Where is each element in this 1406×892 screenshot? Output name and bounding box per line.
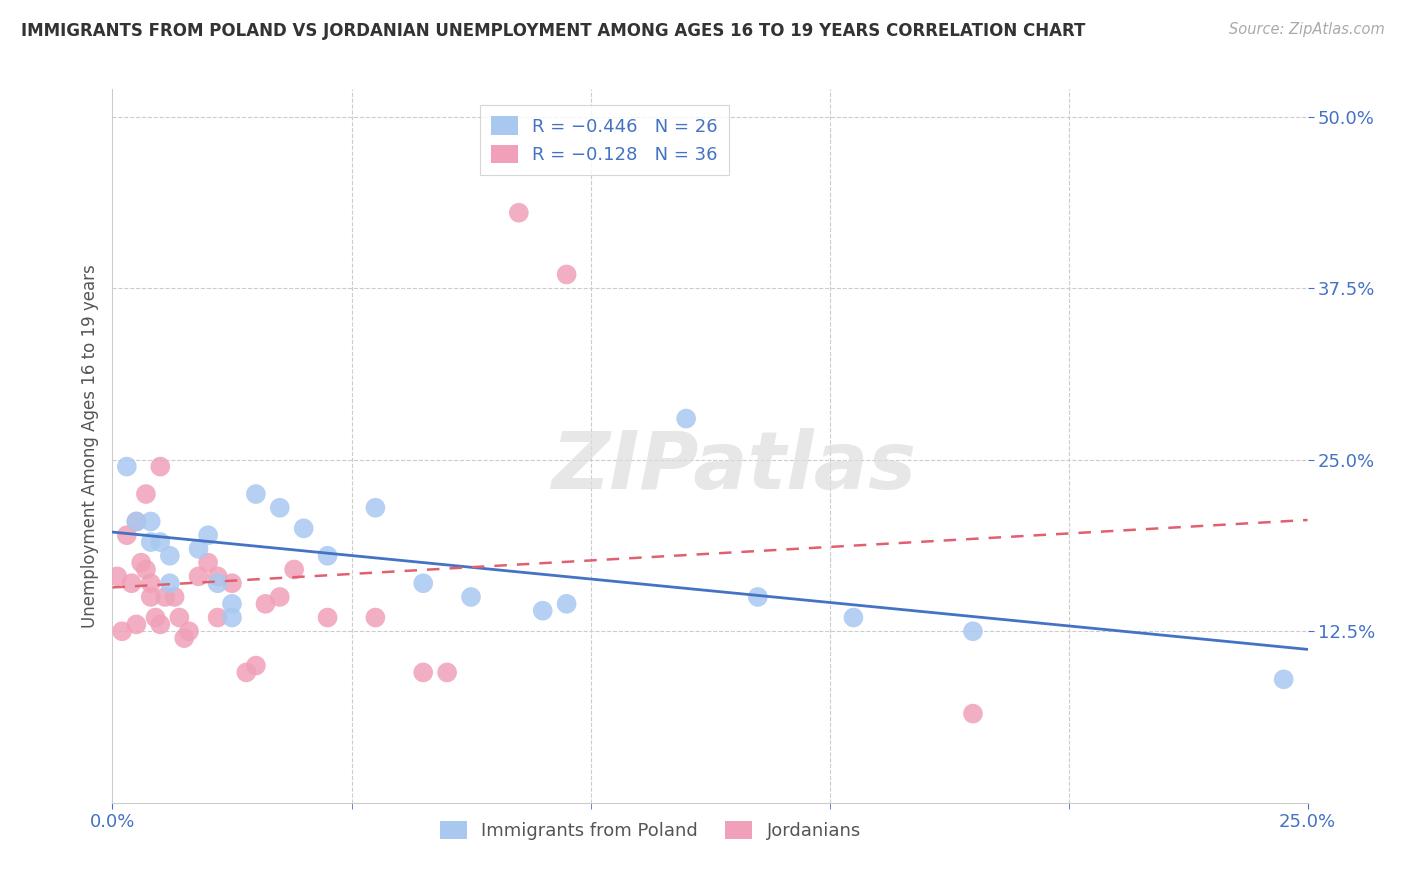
Point (962, 624, 984, 639)
Point (207, 576, 229, 591)
Point (139, 515, 162, 529)
Point (842, 610, 865, 624)
Point (1272, 673, 1295, 687)
Point (177, 624, 200, 639)
Point (139, 590, 162, 604)
Point (207, 610, 229, 624)
Point (962, 706, 984, 721)
Point (235, 665, 257, 680)
Point (115, 528, 138, 542)
Text: Source: ZipAtlas.com: Source: ZipAtlas.com (1229, 22, 1385, 37)
Point (105, 569, 128, 583)
Point (111, 624, 134, 639)
Point (221, 576, 243, 591)
Point (125, 515, 148, 529)
Point (169, 610, 191, 624)
Point (460, 590, 482, 604)
Point (316, 549, 339, 563)
Point (269, 500, 291, 515)
Point (139, 535, 162, 549)
Point (159, 576, 181, 591)
Point (364, 500, 387, 515)
Point (412, 576, 434, 591)
Point (135, 562, 157, 576)
Point (316, 610, 339, 624)
Point (125, 617, 148, 632)
Point (187, 569, 209, 583)
Point (149, 459, 172, 474)
Text: ZIPatlas: ZIPatlas (551, 428, 917, 507)
Point (675, 411, 697, 425)
Point (747, 590, 769, 604)
Point (159, 549, 181, 563)
Point (555, 268, 578, 282)
Point (115, 459, 138, 474)
Point (531, 604, 554, 618)
Point (135, 487, 157, 501)
Point (121, 576, 143, 591)
Point (221, 610, 243, 624)
Point (125, 515, 148, 529)
Point (139, 576, 162, 591)
Point (555, 597, 578, 611)
Point (283, 562, 305, 576)
Point (364, 610, 387, 624)
Point (245, 487, 267, 501)
Point (149, 535, 172, 549)
Point (221, 597, 243, 611)
Point (163, 590, 186, 604)
Point (207, 569, 229, 583)
Legend: Immigrants from Poland, Jordanians: Immigrants from Poland, Jordanians (433, 814, 868, 847)
Point (197, 528, 219, 542)
Point (153, 590, 176, 604)
Point (187, 541, 209, 556)
Point (412, 665, 434, 680)
Point (173, 631, 195, 645)
Point (145, 610, 167, 624)
Point (149, 617, 172, 632)
Point (197, 556, 219, 570)
Point (269, 590, 291, 604)
Point (292, 521, 315, 535)
Y-axis label: Unemployment Among Ages 16 to 19 years: Unemployment Among Ages 16 to 19 years (80, 264, 98, 628)
Point (508, 205, 530, 219)
Point (245, 658, 267, 673)
Text: IMMIGRANTS FROM POLAND VS JORDANIAN UNEMPLOYMENT AMONG AGES 16 TO 19 YEARS CORRE: IMMIGRANTS FROM POLAND VS JORDANIAN UNEM… (21, 22, 1085, 40)
Point (129, 556, 152, 570)
Point (436, 665, 458, 680)
Point (254, 597, 277, 611)
